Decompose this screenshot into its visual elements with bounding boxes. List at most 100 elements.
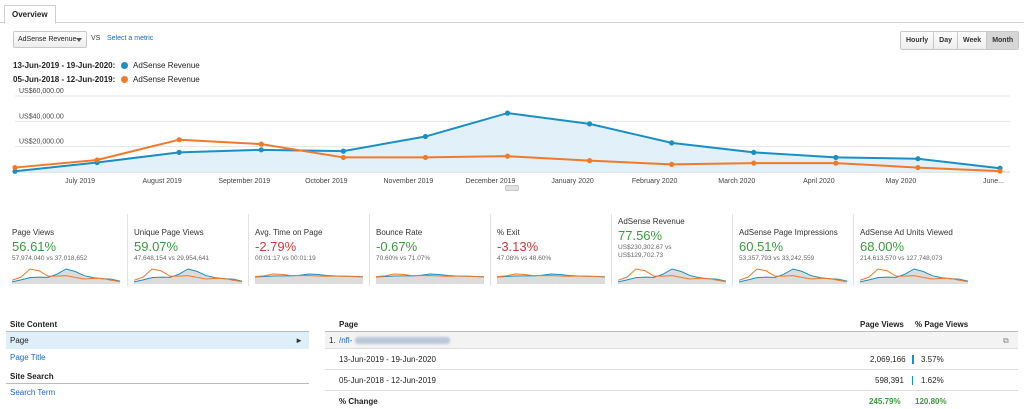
scorecard[interactable]: Unique Page Views 59.07% 47,648,154 vs 29,… <box>127 214 248 286</box>
y-tick-label: US$40,000.00 <box>19 113 64 120</box>
sparkline <box>134 268 242 284</box>
site-search-header: Site Search <box>6 370 309 384</box>
x-tick-label: June... <box>983 178 1004 185</box>
sparkline-line <box>497 273 605 278</box>
data-point <box>258 141 264 147</box>
data-point <box>12 164 18 171</box>
granularity-week-button[interactable]: Week <box>957 32 987 49</box>
scorecard[interactable]: AdSense Revenue 77.56% US$230,302.67 vs US$… <box>611 214 732 286</box>
scorecard-comparison: 00:01:17 vs 00:01:19 <box>255 255 316 262</box>
metric-dropdown-value: AdSense Revenue <box>18 36 77 43</box>
dimension-page-title[interactable]: Page Title <box>10 353 46 362</box>
legend-previous: 05-Jun-2018 - 12-Jun-2019: AdSense Reven… <box>13 73 200 85</box>
scorecard-change: 56.61% <box>12 239 57 254</box>
data-point <box>94 157 100 163</box>
data-point <box>669 161 675 167</box>
sparkline-line <box>618 268 726 283</box>
row-pct-page-views: 3.57% <box>921 355 944 364</box>
scorecard[interactable]: Avg. Time on Page -2.79% 00:01:17 vs 00:01… <box>248 214 369 286</box>
data-point <box>915 164 921 171</box>
scorecard-comparison: 47,648,154 vs 29,954,641 <box>134 255 210 262</box>
select-metric-link[interactable]: Select a metric <box>107 35 154 42</box>
x-tick-label: November 2019 <box>384 178 434 185</box>
data-point <box>422 133 429 140</box>
tab-bar: Overview <box>0 0 1024 24</box>
scorecard-change: 68.00% <box>860 239 905 254</box>
granularity-hourly-button[interactable]: Hourly <box>901 32 934 49</box>
scorecard-comparison: 57,974,040 vs 37,018,652 <box>12 255 88 262</box>
sparkline <box>376 273 484 284</box>
data-point <box>12 168 18 174</box>
scorecard[interactable]: AdSense Page Impressions 60.51% 53,357,793… <box>732 214 853 286</box>
pct-bar <box>912 376 913 385</box>
dimension-page-label: Page <box>10 336 29 345</box>
row-page-views: 598,391 <box>875 376 904 385</box>
pct-bar <box>912 355 914 364</box>
table-row-page[interactable]: 1. /nfl- ⧉ <box>325 332 1018 349</box>
granularity-month-button[interactable]: Month <box>986 32 1019 49</box>
y-tick-label: US$20,000.00 <box>19 139 64 146</box>
legend-range: 05-Jun-2018 - 12-Jun-2019: <box>13 74 116 84</box>
dimension-page[interactable]: Page ► <box>6 332 309 349</box>
chart-resize-handle[interactable] <box>505 185 519 191</box>
x-tick-label: February 2020 <box>632 178 678 185</box>
tab-overview[interactable]: Overview <box>4 5 56 24</box>
sparkline <box>255 273 363 284</box>
data-point <box>422 154 429 161</box>
scorecard[interactable]: Page Views 56.61% 57,974,040 vs 37,018,652 <box>6 214 127 286</box>
x-tick-label: April 2020 <box>803 178 835 185</box>
sparkline-line <box>376 273 484 278</box>
sparkline-area <box>860 269 968 284</box>
legend-range: 13-Jun-2019 - 19-Jun-2020: <box>13 60 116 70</box>
sparkline <box>497 273 605 284</box>
col-page-views-header[interactable]: Page Views <box>860 320 904 329</box>
sparkline-area <box>618 269 726 284</box>
sparkline-area <box>739 269 847 284</box>
metric-dropdown[interactable]: AdSense Revenue <box>13 31 87 48</box>
scorecard-comparison: US$129,702.73 <box>618 252 664 259</box>
scorecard-change: -3.13% <box>497 239 539 254</box>
legend-dot-icon <box>121 75 128 83</box>
table-header: Page Page Views % Page Views <box>325 318 1018 332</box>
scorecard-change: 60.51% <box>739 239 784 254</box>
data-point <box>669 140 675 146</box>
site-content-header: Site Content <box>6 318 309 332</box>
y-tick-label: US$60,000.00 <box>19 88 64 95</box>
vs-label: VS <box>91 35 101 42</box>
sparkline-area <box>12 269 120 284</box>
scorecard[interactable]: % Exit -3.13% 47.08% vs 48.60% <box>490 214 611 286</box>
row-date-range: 13-Jun-2019 - 19-Jun-2020 <box>339 355 436 364</box>
sparkline <box>12 268 120 284</box>
page-table: Page Page Views % Page Views 1. /nfl- ⧉ … <box>325 318 1018 409</box>
page-url-link[interactable]: /nfl- <box>339 336 451 345</box>
data-point <box>833 154 839 161</box>
data-point <box>258 147 264 153</box>
scorecard[interactable]: AdSense Ad Units Viewed 68.00% 214,613,570… <box>853 214 974 286</box>
chevron-down-icon <box>76 38 82 42</box>
sparkline <box>860 268 968 284</box>
revenue-line-chart: US$60,000.00 US$40,000.00 US$20,000.00 July… <box>12 88 1010 185</box>
scorecard-change: 77.56% <box>618 228 663 243</box>
row-pct-page-views: 1.62% <box>921 376 944 385</box>
x-tick-label: December 2019 <box>466 178 516 185</box>
scorecard[interactable]: Bounce Rate -0.67% 70.60% vs 71.07% <box>369 214 490 286</box>
x-tick-label: August 2019 <box>143 178 182 185</box>
sparkline-area <box>134 269 242 284</box>
data-point <box>504 153 511 159</box>
copy-icon[interactable]: ⧉ <box>1003 336 1009 345</box>
scorecard-label: Page Views <box>12 228 55 237</box>
data-point <box>176 149 182 155</box>
scorecard-change: -2.79% <box>255 239 297 254</box>
sparkline-line <box>134 268 242 283</box>
granularity-day-button[interactable]: Day <box>933 32 958 49</box>
dimension-search-term[interactable]: Search Term <box>10 388 56 397</box>
sparkline-line <box>860 268 968 283</box>
redacted-url <box>355 337 451 345</box>
col-page-header[interactable]: Page <box>339 320 359 329</box>
x-tick-label: May 2020 <box>886 178 917 185</box>
legend-metric: AdSense Revenue <box>133 60 200 70</box>
col-pct-page-views-header[interactable]: % Page Views <box>915 320 969 329</box>
table-row: 05-Jun-2018 - 12-Jun-2019 598,391 1.62% <box>325 370 1018 391</box>
data-point <box>751 160 757 166</box>
legend-dot-icon <box>121 61 128 69</box>
